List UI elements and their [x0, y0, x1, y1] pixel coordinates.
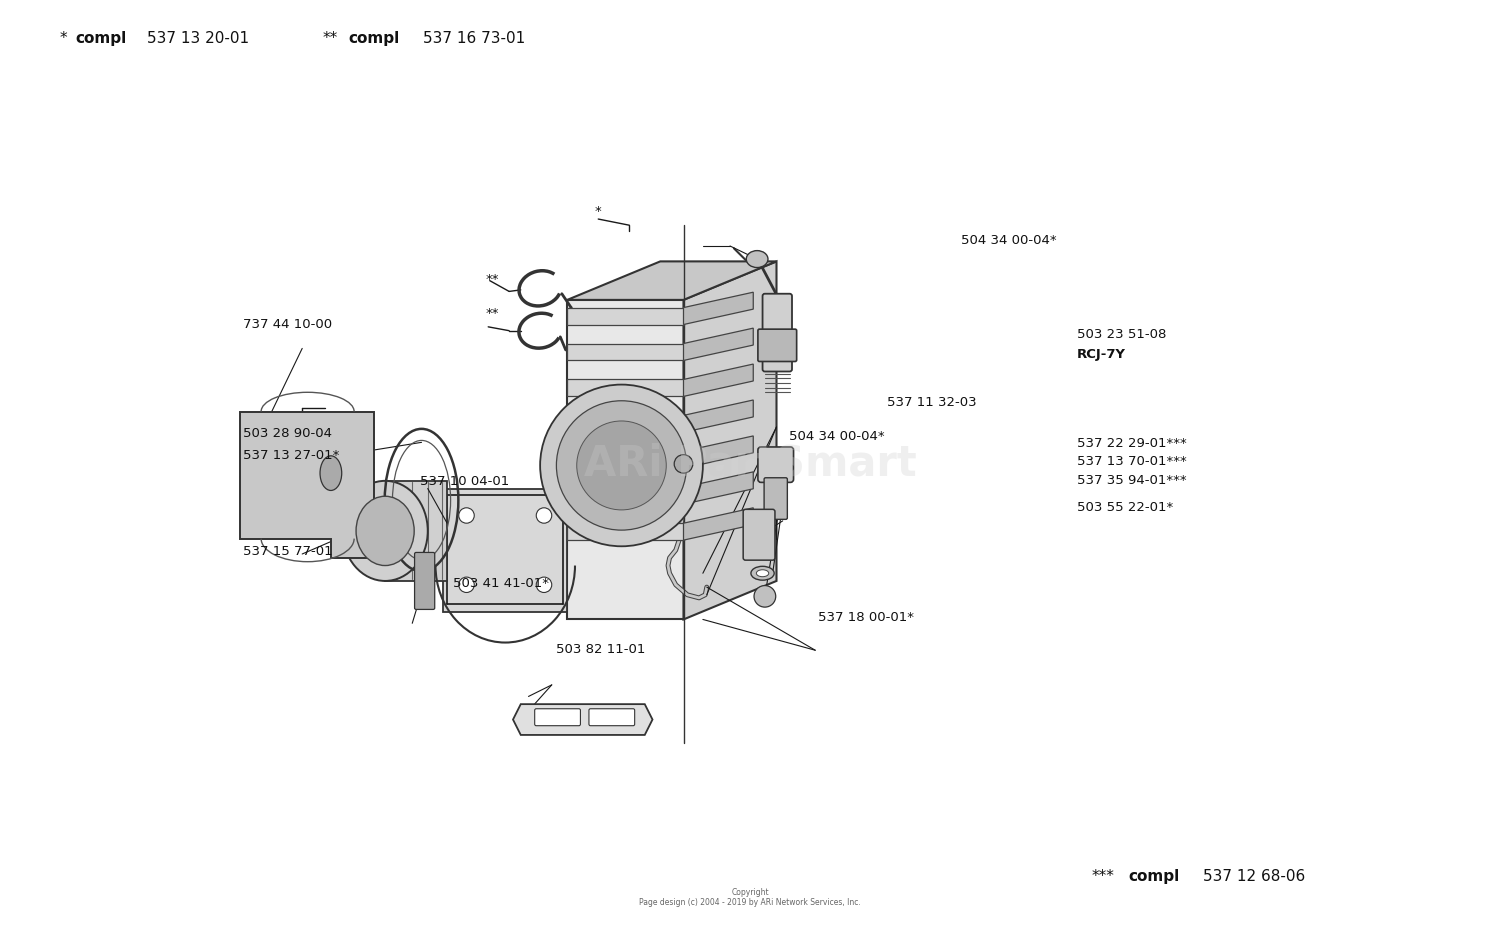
Text: 503 55 22-01*: 503 55 22-01*	[1077, 501, 1173, 514]
Polygon shape	[567, 308, 684, 324]
FancyBboxPatch shape	[758, 447, 794, 482]
Text: 537 13 70-01***: 537 13 70-01***	[1077, 455, 1186, 468]
Text: 503 23 51-08: 503 23 51-08	[1077, 328, 1167, 341]
Text: 537 13 20-01: 537 13 20-01	[147, 32, 249, 46]
Text: compl: compl	[1128, 869, 1179, 883]
Circle shape	[754, 586, 776, 607]
Polygon shape	[567, 451, 684, 468]
Polygon shape	[567, 488, 684, 504]
Text: 537 18 00-01*: 537 18 00-01*	[819, 612, 915, 625]
FancyBboxPatch shape	[764, 477, 788, 519]
Circle shape	[459, 508, 474, 523]
Polygon shape	[567, 415, 684, 432]
Polygon shape	[567, 523, 684, 540]
FancyBboxPatch shape	[742, 509, 776, 560]
Circle shape	[459, 578, 474, 592]
Polygon shape	[386, 481, 447, 581]
Text: **: **	[486, 273, 500, 286]
FancyBboxPatch shape	[534, 709, 580, 726]
Polygon shape	[240, 412, 374, 558]
Text: **: **	[322, 32, 338, 46]
Circle shape	[576, 421, 666, 510]
Text: 737 44 10-00: 737 44 10-00	[243, 318, 333, 331]
Text: 537 22 29-01***: 537 22 29-01***	[1077, 438, 1186, 451]
Polygon shape	[567, 344, 684, 361]
Ellipse shape	[747, 250, 768, 268]
Polygon shape	[567, 261, 777, 300]
Text: *: *	[594, 205, 602, 218]
Ellipse shape	[342, 481, 427, 581]
Text: 537 13 27-01*: 537 13 27-01*	[243, 449, 339, 462]
Polygon shape	[567, 379, 684, 397]
Text: 504 34 00-04*: 504 34 00-04*	[789, 430, 885, 443]
Text: 537 10 04-01: 537 10 04-01	[420, 476, 509, 489]
Polygon shape	[684, 292, 753, 324]
Polygon shape	[444, 489, 567, 612]
Ellipse shape	[752, 566, 774, 580]
Text: *: *	[60, 32, 68, 46]
Text: Copyright
Page design (c) 2004 - 2019 by ARi Network Services, Inc.: Copyright Page design (c) 2004 - 2019 by…	[639, 888, 861, 907]
Text: 504 34 00-04*: 504 34 00-04*	[962, 235, 1056, 248]
Ellipse shape	[320, 456, 342, 490]
FancyBboxPatch shape	[567, 300, 684, 619]
Circle shape	[537, 508, 552, 523]
Circle shape	[674, 454, 693, 473]
Polygon shape	[684, 364, 753, 397]
Text: compl: compl	[348, 32, 399, 46]
Text: ***: ***	[1092, 869, 1114, 883]
Text: 503 82 11-01: 503 82 11-01	[555, 643, 645, 656]
FancyBboxPatch shape	[762, 294, 792, 372]
Text: 503 28 90-04: 503 28 90-04	[243, 426, 333, 439]
Text: RCJ-7Y: RCJ-7Y	[1077, 348, 1126, 361]
Ellipse shape	[356, 496, 414, 565]
Polygon shape	[684, 436, 753, 468]
FancyBboxPatch shape	[758, 329, 796, 362]
Polygon shape	[684, 472, 753, 504]
Text: 537 12 68-06: 537 12 68-06	[1203, 869, 1305, 883]
Text: ARi PartSmart: ARi PartSmart	[584, 442, 916, 485]
Polygon shape	[684, 508, 753, 540]
FancyBboxPatch shape	[414, 552, 435, 609]
Circle shape	[540, 385, 704, 546]
Ellipse shape	[756, 570, 770, 577]
FancyBboxPatch shape	[590, 709, 634, 726]
Polygon shape	[684, 261, 777, 619]
Text: 537 16 73-01: 537 16 73-01	[423, 32, 525, 46]
Text: **: **	[486, 307, 500, 320]
Text: 503 41 41-01*: 503 41 41-01*	[453, 577, 549, 590]
Text: compl: compl	[75, 32, 126, 46]
Polygon shape	[684, 328, 753, 361]
Text: 537 35 94-01***: 537 35 94-01***	[1077, 475, 1186, 488]
Circle shape	[556, 400, 687, 530]
Text: 537 15 77-01: 537 15 77-01	[243, 545, 333, 558]
Polygon shape	[684, 400, 753, 432]
Text: 537 11 32-03: 537 11 32-03	[888, 396, 977, 409]
Polygon shape	[513, 705, 652, 735]
Circle shape	[537, 578, 552, 592]
